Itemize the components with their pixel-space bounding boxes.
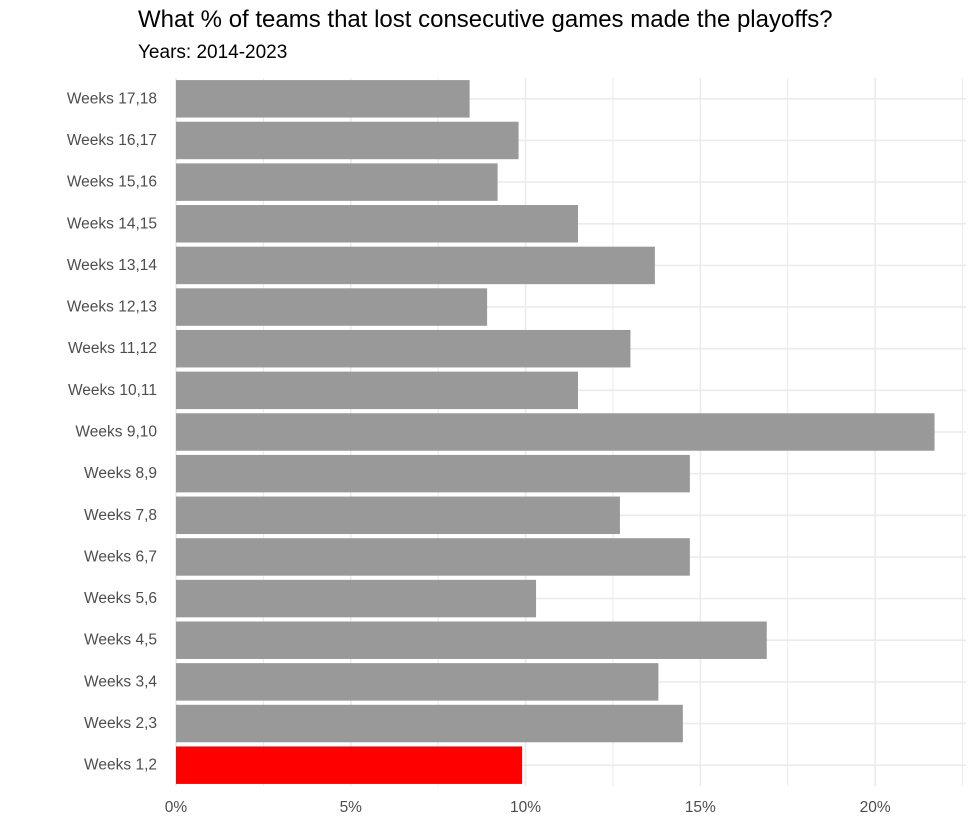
bar: [176, 121, 519, 160]
y-tick-label: Weeks 10,11: [68, 382, 157, 399]
bar: [176, 80, 470, 118]
y-tick-label: Weeks 15,16: [67, 174, 157, 191]
y-tick-label: Weeks 1,2: [84, 757, 157, 774]
y-axis-labels: Weeks 1,2 Weeks 2,3 Weeks 3,4 Weeks 4,5 Week…: [67, 90, 158, 773]
y-tick-label: Weeks 17,18: [67, 90, 157, 107]
bar: [176, 621, 767, 659]
x-tick-label: 10%: [510, 799, 541, 816]
bar-layer: [176, 80, 935, 784]
y-tick-label: Weeks 14,15: [67, 215, 157, 232]
x-tick-label: 5%: [340, 799, 363, 816]
bar: [176, 704, 683, 743]
y-tick-label: Weeks 3,4: [84, 673, 157, 690]
x-tick-label: 0%: [165, 799, 188, 816]
bar: [176, 746, 523, 784]
bar: [176, 538, 690, 576]
x-tick-label: 15%: [685, 799, 716, 816]
chart-subtitle: Years: 2014-2023: [138, 42, 288, 63]
bar: [176, 246, 655, 285]
bar: [176, 371, 578, 410]
x-tick-label: 20%: [860, 799, 891, 816]
x-axis-labels: 0% 5% 10% 15% 20%: [165, 799, 891, 816]
y-tick-label: Weeks 9,10: [75, 424, 157, 441]
bar: [176, 205, 578, 243]
y-tick-label: Weeks 13,14: [67, 257, 158, 274]
bar: [176, 413, 935, 451]
bar: [176, 329, 631, 368]
bar: [176, 663, 659, 701]
bar: [176, 496, 620, 535]
bar: [176, 288, 488, 326]
y-tick-label: Weeks 12,13: [67, 299, 157, 316]
y-tick-label: Weeks 8,9: [84, 465, 157, 482]
y-tick-label: Weeks 4,5: [84, 632, 157, 649]
chart-title: What % of teams that lost consecutive ga…: [138, 6, 833, 33]
y-tick-label: Weeks 16,17: [67, 132, 157, 149]
y-tick-label: Weeks 5,6: [84, 590, 157, 607]
y-tick-label: Weeks 6,7: [84, 548, 157, 565]
y-tick-label: Weeks 2,3: [84, 715, 157, 732]
y-tick-label: Weeks 7,8: [84, 507, 157, 524]
y-tick-label: Weeks 11,12: [68, 340, 157, 357]
bar: [176, 579, 537, 618]
bar: [176, 163, 498, 201]
bar: [176, 454, 690, 493]
